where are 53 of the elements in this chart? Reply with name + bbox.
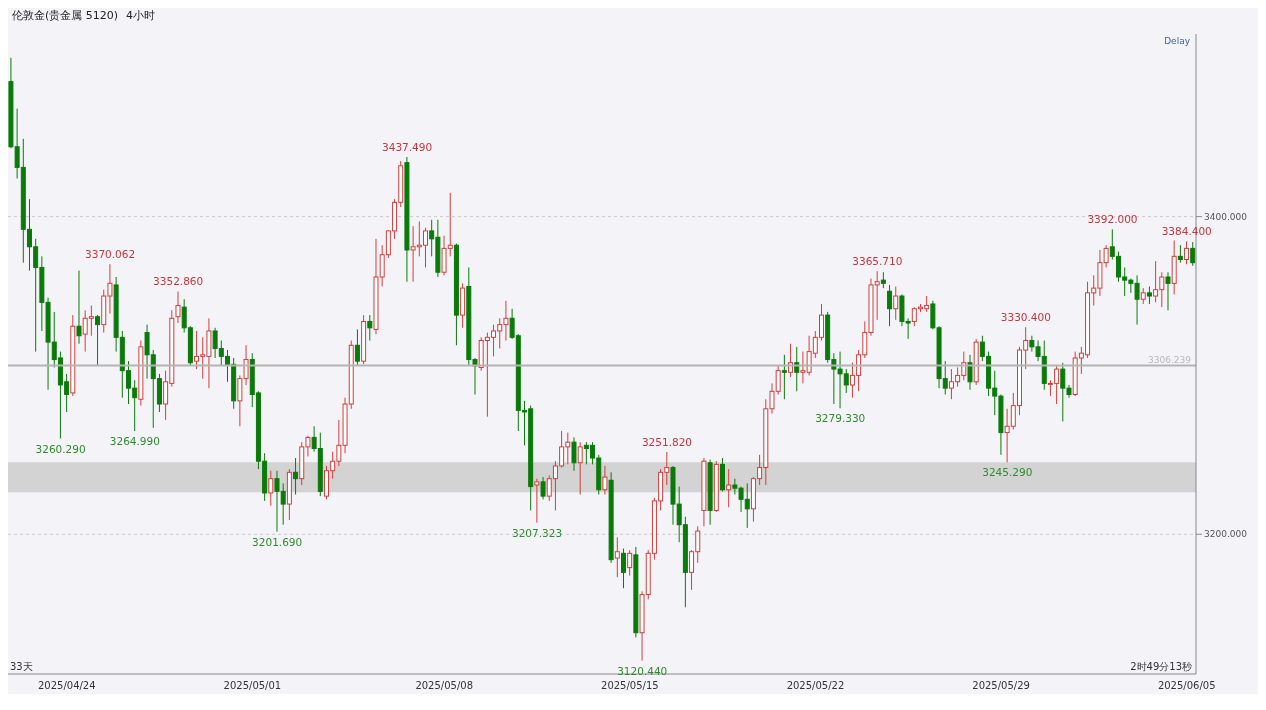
annotation: 3264.990	[109, 435, 160, 448]
annotation: 3330.400	[1000, 311, 1051, 324]
candlestick	[967, 354, 973, 391]
candlestick	[781, 354, 787, 400]
candlestick	[614, 536, 620, 578]
annotation: 3384.400	[1161, 225, 1212, 238]
annotation: 3370.062	[85, 248, 136, 261]
candlestick	[354, 328, 360, 367]
candlestick	[620, 548, 626, 589]
candlestick	[534, 478, 540, 524]
ref-line-label: 3306.239	[1148, 354, 1192, 365]
chart-title: 伦敦金(贵金属 5120)	[12, 9, 119, 22]
candlestick	[887, 284, 893, 327]
annotation: 3120.440	[617, 664, 668, 677]
candlestick	[76, 270, 82, 345]
annotation: 3279.330	[815, 412, 866, 425]
annotation: 3207.323	[511, 526, 563, 539]
candlestick	[893, 286, 899, 321]
candlestick	[1165, 271, 1171, 311]
y-tick-label: 3200.000	[1204, 529, 1248, 540]
x-tick-label: 2025/05/08	[415, 680, 474, 692]
annotation: 3437.490	[382, 141, 433, 154]
x-tick-label: 2025/04/24	[37, 680, 96, 692]
candlestick	[1184, 240, 1190, 265]
candlestick	[367, 314, 373, 341]
x-tick-label: 2025/05/29	[972, 680, 1030, 692]
candlestick	[268, 470, 274, 507]
candlestick	[726, 468, 732, 508]
x-tick-label: 2025/05/15	[601, 680, 659, 692]
annotation: 3352.860	[153, 275, 204, 288]
annotation: 3260.290	[35, 442, 86, 455]
candlestick	[95, 314, 101, 367]
annotation: 3251.820	[641, 435, 693, 448]
annotation: 2时49分13秒	[1130, 661, 1192, 672]
candlestick	[571, 436, 577, 472]
x-tick-label: 2025/05/22	[786, 680, 845, 692]
candlestick	[627, 549, 633, 577]
annotation: Delay	[1164, 36, 1191, 46]
annotation: 3201.690	[252, 535, 303, 548]
x-tick-label: 2025/06/05	[1157, 680, 1216, 692]
annotation: 3245.290	[982, 466, 1033, 479]
annotation: 3392.000	[1087, 213, 1138, 226]
x-tick-label: 2025/05/01	[223, 680, 282, 692]
chart-subtitle: 4小时	[126, 9, 156, 22]
candlestick	[577, 441, 583, 496]
annotation: 3365.710	[852, 255, 903, 268]
y-tick-label: 3400.000	[1204, 211, 1248, 222]
annotation: 33天	[10, 661, 33, 672]
candlestick	[1190, 241, 1196, 267]
candlestick	[175, 290, 181, 324]
candlestick	[293, 457, 299, 496]
candlestick	[540, 476, 546, 500]
candlestick	[602, 465, 608, 496]
